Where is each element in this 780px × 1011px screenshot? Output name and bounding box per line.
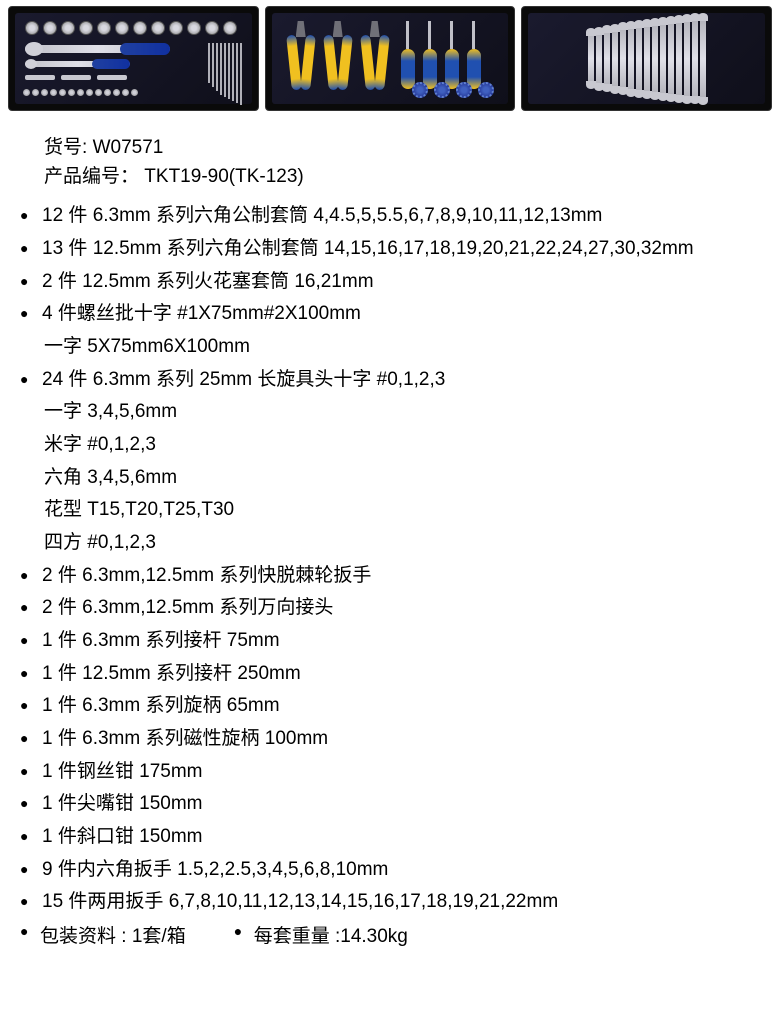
spec-list: 12 件 6.3mm 系列六角公制套筒 4,4.5,5,5.5,6,7,8,9,… — [44, 200, 770, 919]
packaging-label: 包装资料 : — [40, 926, 127, 947]
spec-text: 9 件内六角扳手 1.5,2,2.5,3,4,5,6,8,10mm — [20, 854, 388, 887]
spec-subline: 一字 3,4,5,6mm — [44, 396, 770, 429]
product-number-line: 产品编号： TKT19-90(TK-123) — [44, 164, 770, 191]
spec-item: 1 件 6.3mm 系列接杆 75mm — [20, 625, 770, 658]
spec-item: 1 件 6.3mm 系列旋柄 65mm — [20, 690, 770, 723]
spec-item: 24 件 6.3mm 系列 25mm 长旋具头十字 #0,1,2,3 — [20, 364, 770, 397]
spec-item: 1 件尖嘴钳 150mm — [20, 788, 770, 821]
spec-text: 2 件 12.5mm 系列火花塞套筒 16,21mm — [20, 266, 374, 299]
spec-text: 24 件 6.3mm 系列 25mm 长旋具头十字 #0,1,2,3 — [20, 364, 445, 397]
spec-subline: 花型 T15,T20,T25,T30 — [44, 494, 770, 527]
spec-item: 2 件 6.3mm,12.5mm 系列快脱棘轮扳手 — [20, 560, 770, 593]
packaging-value: 1套/箱 — [132, 926, 186, 947]
spec-text: 1 件 12.5mm 系列接杆 250mm — [20, 658, 301, 691]
product-value: TKT19-90(TK-123) — [144, 166, 303, 187]
sku-line: 货号: W07571 — [44, 135, 770, 162]
spec-text: 1 件 6.3mm 系列磁性旋柄 100mm — [20, 723, 328, 756]
spec-subline: 六角 3,4,5,6mm — [44, 462, 770, 495]
spec-item: 15 件两用扳手 6,7,8,10,11,12,13,14,15,16,17,1… — [20, 886, 770, 919]
spec-text: 4 件螺丝批十字 #1X75mm#2X100mm — [20, 298, 361, 331]
weight-info: 每套重量 :14.30kg — [234, 921, 408, 948]
spec-text: 1 件 6.3mm 系列接杆 75mm — [20, 625, 280, 658]
spec-item: 1 件 12.5mm 系列接杆 250mm — [20, 658, 770, 691]
spec-subline: 米字 #0,1,2,3 — [44, 429, 770, 462]
weight-label: 每套重量 : — [254, 926, 341, 947]
product-label: 产品编号： — [44, 166, 139, 187]
sku-value: W07571 — [93, 137, 164, 158]
spec-text: 15 件两用扳手 6,7,8,10,11,12,13,14,15,16,17,1… — [20, 886, 558, 919]
spec-subline: 一字 5X75mm6X100mm — [44, 331, 770, 364]
spec-item: 12 件 6.3mm 系列六角公制套筒 4,4.5,5,5.5,6,7,8,9,… — [20, 200, 770, 233]
spec-item: 13 件 12.5mm 系列六角公制套筒 14,15,16,17,18,19,2… — [20, 233, 770, 266]
product-images-row — [0, 0, 780, 117]
spec-text: 1 件斜口钳 150mm — [20, 821, 202, 854]
footer-row: 包装资料 : 1套/箱 每套重量 :14.30kg — [20, 921, 770, 948]
spec-text: 1 件钢丝钳 175mm — [20, 756, 202, 789]
spec-text: 1 件 6.3mm 系列旋柄 65mm — [20, 690, 280, 723]
tool-tray-pliers — [265, 6, 516, 111]
sku-label: 货号: — [44, 137, 87, 158]
spec-text: 2 件 6.3mm,12.5mm 系列快脱棘轮扳手 — [20, 560, 371, 593]
packaging-info: 包装资料 : 1套/箱 — [20, 921, 186, 948]
weight-value: 14.30kg — [340, 926, 408, 947]
spec-subline: 四方 #0,1,2,3 — [44, 527, 770, 560]
tool-tray-wrenches — [521, 6, 772, 111]
tool-tray-sockets — [8, 6, 259, 111]
product-content: 货号: W07571 产品编号： TKT19-90(TK-123) 12 件 6… — [0, 117, 780, 958]
spec-text: 2 件 6.3mm,12.5mm 系列万向接头 — [20, 592, 333, 625]
spec-item: 2 件 6.3mm,12.5mm 系列万向接头 — [20, 592, 770, 625]
spec-item: 2 件 12.5mm 系列火花塞套筒 16,21mm — [20, 266, 770, 299]
spec-text: 13 件 12.5mm 系列六角公制套筒 14,15,16,17,18,19,2… — [20, 233, 694, 266]
spec-item: 4 件螺丝批十字 #1X75mm#2X100mm — [20, 298, 770, 331]
spec-item: 1 件斜口钳 150mm — [20, 821, 770, 854]
spec-item: 1 件钢丝钳 175mm — [20, 756, 770, 789]
spec-item: 9 件内六角扳手 1.5,2,2.5,3,4,5,6,8,10mm — [20, 854, 770, 887]
spec-text: 1 件尖嘴钳 150mm — [20, 788, 202, 821]
spec-text: 12 件 6.3mm 系列六角公制套筒 4,4.5,5,5.5,6,7,8,9,… — [20, 200, 602, 233]
spec-item: 1 件 6.3mm 系列磁性旋柄 100mm — [20, 723, 770, 756]
